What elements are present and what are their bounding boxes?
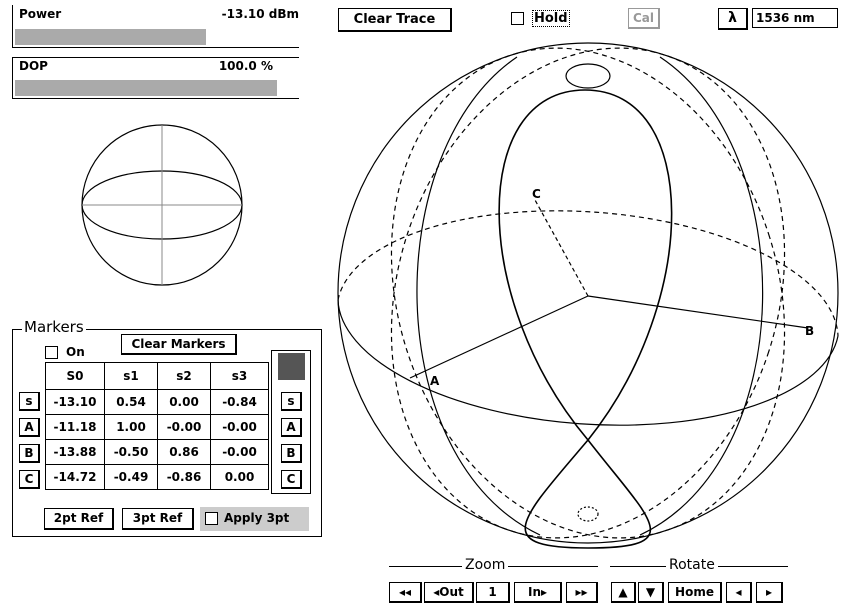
- markers-title: Markers: [22, 318, 86, 336]
- marker-cell: 0.00: [210, 464, 269, 490]
- marker-cell: -0.49: [104, 464, 158, 490]
- sphere-label: C: [532, 187, 541, 201]
- rotate-button[interactable]: Home: [668, 582, 722, 603]
- marker-button[interactable]: s: [19, 392, 40, 411]
- markers-group: [12, 329, 322, 537]
- dop-value: 100.0 %: [218, 59, 273, 73]
- marker-cell: -0.00: [210, 439, 269, 465]
- axis-b: [587, 295, 809, 329]
- trace: [498, 89, 673, 549]
- marker-cell: -0.84: [210, 389, 269, 415]
- marker-cell: -0.00: [157, 414, 211, 440]
- marker-button[interactable]: A: [19, 418, 40, 437]
- clear-markers-button[interactable]: Clear Markers: [121, 334, 237, 355]
- marker-row: -11.18 1.00 -0.00 -0.00: [45, 414, 269, 440]
- equator-back: [337, 210, 839, 337]
- marker-row: -14.72 -0.49 -0.86 0.00: [45, 464, 269, 490]
- sphere-outline: [337, 42, 839, 544]
- marker-row: -13.10 0.54 0.00 -0.84: [45, 389, 269, 415]
- marker-cell: -14.72: [45, 464, 105, 490]
- marker-cell: -11.18: [45, 414, 105, 440]
- power-value: -13.10 dBm: [221, 7, 299, 21]
- axis-c: [534, 199, 589, 297]
- marker-cell: -13.10: [45, 389, 105, 415]
- header-cell: S0: [45, 362, 105, 390]
- clear-trace-button[interactable]: Clear Trace: [338, 8, 452, 32]
- marker-row: -13.88 -0.50 0.86 -0.00: [45, 439, 269, 465]
- marker-cell: -13.88: [45, 439, 105, 465]
- zoom-button[interactable]: ◂◂: [389, 582, 422, 603]
- header-cell: s1: [104, 362, 158, 390]
- zoom-button[interactable]: In▸: [514, 582, 562, 603]
- on-label: On: [66, 345, 85, 359]
- lambda-button[interactable]: λ: [718, 8, 748, 30]
- wavelength-field[interactable]: 1536 nm: [752, 8, 838, 28]
- zoom-button[interactable]: ◂Out: [424, 582, 474, 603]
- power-label: Power: [19, 7, 62, 21]
- marker-button[interactable]: s: [281, 392, 302, 411]
- sphere-label: B: [805, 324, 815, 338]
- marker-cell: -0.00: [210, 414, 269, 440]
- dop-bar: [15, 80, 277, 96]
- power-meter: Power -13.10 dBm: [12, 5, 299, 48]
- rotate-button[interactable]: ▼: [638, 582, 664, 603]
- apply-area: [200, 507, 309, 531]
- marker-table: S0 s1 s2 s3 -13.10 0.54 0.00 -0.84 -11.18 1.00 -0.…: [45, 362, 269, 490]
- zoom-title: Zoom: [462, 557, 509, 573]
- marker-cell: -0.50: [104, 439, 158, 465]
- dop-label: DOP: [19, 59, 48, 73]
- apply-checkbox[interactable]: [205, 512, 218, 525]
- rotate-button[interactable]: ◂: [726, 582, 752, 603]
- header-row: S0 s1 s2 s3: [45, 362, 269, 390]
- rotate-icon[interactable]: [278, 353, 305, 380]
- rotate-button[interactable]: ▲: [611, 582, 636, 603]
- equator-front: [337, 299, 839, 426]
- 2pt-ref-button[interactable]: 2pt Ref: [44, 508, 114, 530]
- header-cell: s2: [157, 362, 211, 390]
- axis-a: [409, 295, 589, 379]
- zoom-button[interactable]: ▸▸: [566, 582, 598, 603]
- marker-button[interactable]: A: [281, 418, 302, 437]
- meridian-back: [390, 47, 786, 539]
- marker-cell: -0.86: [157, 464, 211, 490]
- marker-button[interactable]: B: [281, 444, 302, 463]
- apply-label: Apply 3pt: [224, 511, 290, 525]
- marker-button[interactable]: C: [19, 470, 40, 489]
- marker-button[interactable]: C: [281, 470, 302, 489]
- 3pt-ref-button[interactable]: 3pt Ref: [122, 508, 194, 530]
- poincare-sphere: [337, 42, 839, 549]
- hold-checkbox[interactable]: [511, 12, 524, 25]
- hold-label: Hold: [532, 10, 570, 27]
- dop-meter: DOP 100.0 %: [12, 57, 299, 99]
- marker-button[interactable]: B: [19, 444, 40, 463]
- rotate-button[interactable]: ▸: [756, 582, 783, 603]
- on-checkbox[interactable]: [45, 346, 58, 359]
- header-cell: s3: [210, 362, 269, 390]
- sphere-label: A: [430, 374, 440, 388]
- marker-cell: 0.86: [157, 439, 211, 465]
- meridian-back: [390, 47, 786, 539]
- marker-cell: 1.00: [104, 414, 158, 440]
- marker-cell: 0.00: [157, 389, 211, 415]
- meridian-front: [639, 56, 764, 536]
- power-bar: [15, 29, 206, 45]
- mini-sphere: [81, 124, 243, 286]
- marker-bottom: [577, 506, 599, 522]
- right-panel: [271, 350, 311, 494]
- marker-cell: 0.54: [104, 389, 158, 415]
- zoom-button[interactable]: 1: [476, 582, 510, 603]
- cal-button[interactable]: Cal: [628, 8, 660, 29]
- meridian-front: [416, 56, 541, 536]
- rotate-title: Rotate: [666, 557, 718, 573]
- marker-s-top: [565, 63, 611, 89]
